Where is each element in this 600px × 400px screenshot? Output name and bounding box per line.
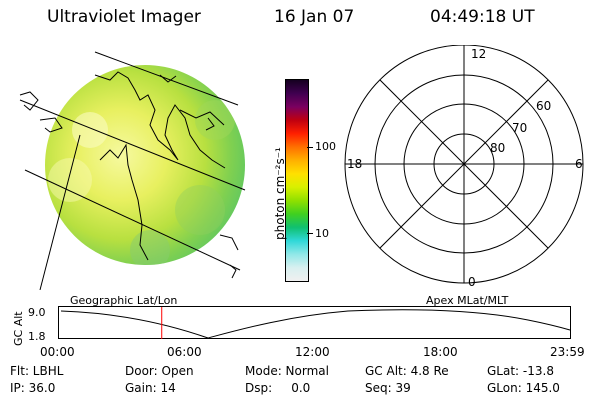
status-seq: Seq: 39 [365,381,411,395]
timeline-frame [58,306,571,339]
date-label: 16 Jan 07 [274,7,355,27]
status-mode: Mode: Normal [245,364,329,378]
timeline-ytick-1.8: 1.8 [28,330,46,343]
lat-label-70: 70 [512,121,527,135]
status-gc-alt: GC Alt: 4.8 Re [365,364,449,378]
colorbar-label: photon cm⁻²s⁻¹ [273,147,287,240]
lat-label-80: 80 [490,141,505,155]
speckle-texture [48,100,235,265]
timeline-xtick-1200: 12:00 [295,345,330,359]
altitude-curve [60,309,571,339]
status-filter: Flt: LBHL [10,364,64,378]
timeline-xtick-0600: 06:00 [167,345,202,359]
colorbar [285,79,309,282]
lat-label-60: 60 [536,99,551,113]
coastlines [19,71,239,279]
uv-image [19,51,246,290]
colorbar-tick-10 [307,233,313,234]
mlt-label-6: 6 [575,157,583,171]
polar-plot: 12 18 6 0 60 70 80 [344,45,584,289]
status-glat: GLat: -13.8 [487,364,554,378]
mlt-label-18: 18 [347,157,362,171]
instrument-title: Ultraviolet Imager [47,7,201,27]
grid-lines [19,51,246,290]
status-gain: Gain: 14 [125,381,176,395]
colorbar-tick-label-100: 100 [315,140,336,153]
mlt-label-0: 0 [468,275,476,289]
timeline-ylabel: GC Alt [12,311,25,346]
timeline-xtick-0000: 00:00 [40,345,75,359]
colorbar-gradient [286,80,308,281]
timeline-plot [58,306,571,339]
polar-diagonal-2 [379,79,549,249]
timeline-ytick-9: 9.0 [28,306,46,319]
status-ip: IP: 36.0 [10,381,56,395]
status-glon: GLon: 145.0 [487,381,560,395]
timeline-xtick-2359: 23:59 [550,345,585,359]
timeline-xtick-1800: 18:00 [423,345,458,359]
status-door: Door: Open [125,364,194,378]
colorbar-tick-label-10: 10 [315,227,329,240]
mlt-label-12: 12 [471,47,486,61]
colorbar-tick-100 [307,147,313,148]
status-dsp: Dsp: 0.0 [245,381,311,395]
image-caption: Geographic Lat/Lon [70,294,178,307]
time-label: 04:49:18 UT [430,7,535,27]
polar-caption: Apex MLat/MLT [426,294,509,307]
